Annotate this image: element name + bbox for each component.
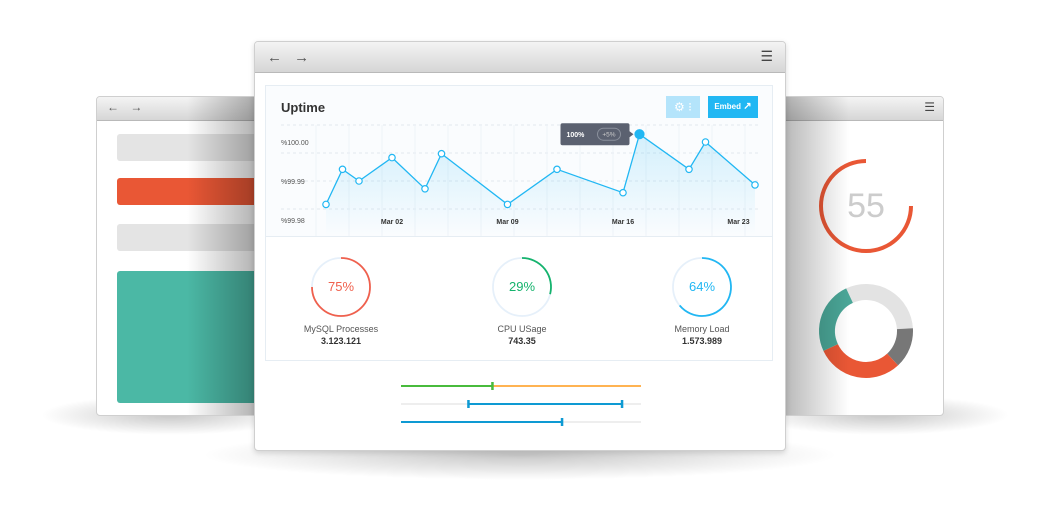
left-window: ← → — [96, 96, 266, 416]
right-window: ☰ 55 — [778, 96, 944, 416]
menu-icon[interactable]: ☰ — [924, 100, 935, 114]
x-tick-label: Mar 23 — [727, 219, 749, 226]
tooltip-arrow — [629, 131, 634, 138]
placeholder-bar-orange — [117, 178, 265, 205]
placeholder-bar — [117, 224, 265, 251]
placeholder-panel-teal — [117, 271, 265, 403]
depth-shade — [187, 97, 265, 415]
data-point — [437, 149, 446, 158]
x-tick-label: Mar 16 — [612, 219, 634, 226]
slider-handle[interactable] — [491, 382, 494, 390]
settings-button[interactable]: ⚙ ⁝ — [666, 96, 700, 118]
data-point — [338, 165, 347, 174]
data-point — [355, 177, 363, 185]
x-tick-label: Mar 02 — [381, 219, 403, 226]
tooltip-value: 100% — [567, 132, 586, 139]
embed-label: Embed — [714, 102, 742, 111]
uptime-panel: Uptime ⚙ ⁝ Embed ↗ %100.00 %99.99 %99.98 Ma… — [266, 86, 772, 237]
donut-segment — [819, 288, 854, 351]
right-widgets: 55 — [819, 159, 913, 378]
tooltip-change: +5% — [602, 132, 615, 139]
tooltip: 100% +5% — [560, 123, 634, 146]
gauge-55 — [819, 159, 913, 253]
title-bar: ☰ — [779, 97, 943, 121]
data-point — [388, 153, 396, 162]
data-point — [685, 165, 693, 174]
gauge-ring: 75% — [311, 257, 371, 317]
y-tick-label: %99.99 — [281, 179, 305, 186]
data-point — [421, 185, 429, 193]
donut-chart — [819, 284, 913, 378]
data-point — [553, 165, 561, 174]
y-tick-label: %99.98 — [281, 218, 305, 225]
uptime-chart: %100.00 %99.99 %99.98 Mar 02 Mar 09 Mar 16 Mar… — [281, 123, 759, 236]
gauge-stat: 3.123.121 — [320, 336, 362, 346]
external-link-icon: ↗ — [743, 101, 752, 112]
depth-shade — [779, 97, 849, 415]
data-point — [751, 181, 759, 189]
data-point — [701, 138, 710, 146]
gauge-percent: 75% — [328, 279, 354, 294]
slider-handle[interactable] — [560, 418, 564, 426]
gauge-label: MySQL Processes — [303, 324, 379, 334]
highlighted-point — [634, 129, 645, 140]
gauge-ring: 29% — [492, 257, 552, 317]
data-point — [503, 200, 512, 209]
gauge-ring: 64% — [672, 257, 732, 317]
menu-icon[interactable]: ☰ — [760, 48, 773, 64]
slider-handle[interactable] — [620, 400, 624, 408]
gauge-2: 29% CPU USage 743.35 — [447, 256, 597, 346]
gauge-3: 64% Memory Load 1.573.989 — [627, 256, 777, 346]
gauge-arc — [678, 257, 732, 317]
gauge-label: CPU USage — [497, 324, 547, 334]
gauge-percent: 64% — [689, 279, 715, 294]
title-bar: ← → ☰ — [255, 42, 785, 73]
y-tick-label: %100.00 — [281, 140, 309, 147]
donut-segment — [823, 343, 899, 378]
chart-title: Uptime — [281, 100, 326, 115]
gauge-label: Memory Load — [674, 324, 730, 334]
embed-button[interactable]: Embed ↗ — [708, 96, 758, 118]
placeholder-bar — [117, 134, 265, 161]
gauge-arc — [819, 159, 913, 253]
main-window: ← → ☰ Uptime ⚙ ⁝ Embed ↗ %100.00 %99.99 %9… — [254, 41, 786, 451]
donut-segment — [846, 284, 913, 330]
title-bar: ← → — [97, 97, 265, 121]
sliders — [401, 382, 641, 426]
data-point — [322, 200, 330, 209]
slider-handle[interactable] — [467, 400, 470, 408]
back-forward-icons[interactable]: ← → — [107, 100, 147, 114]
area-fill — [326, 134, 755, 236]
donut-segment — [886, 328, 913, 366]
gauge-arc — [311, 257, 371, 317]
back-forward-icons[interactable]: ← → — [267, 49, 314, 66]
gauge-1: 75% MySQL Processes 3.123.121 — [266, 256, 416, 346]
gear-icon: ⚙ ⁝ — [674, 100, 692, 114]
gauge-value: 55 — [847, 187, 885, 225]
gauge-percent: 29% — [509, 279, 535, 294]
gauge-stat: 1.573.989 — [681, 336, 723, 346]
gauge-arc — [521, 257, 552, 295]
data-point — [619, 188, 627, 197]
gauge-stat: 743.35 — [508, 336, 536, 346]
dashboard-card: Uptime ⚙ ⁝ Embed ↗ %100.00 %99.99 %99.98 Ma… — [265, 85, 773, 361]
x-tick-label: Mar 09 — [496, 219, 518, 226]
tooltip-badge — [597, 127, 621, 141]
